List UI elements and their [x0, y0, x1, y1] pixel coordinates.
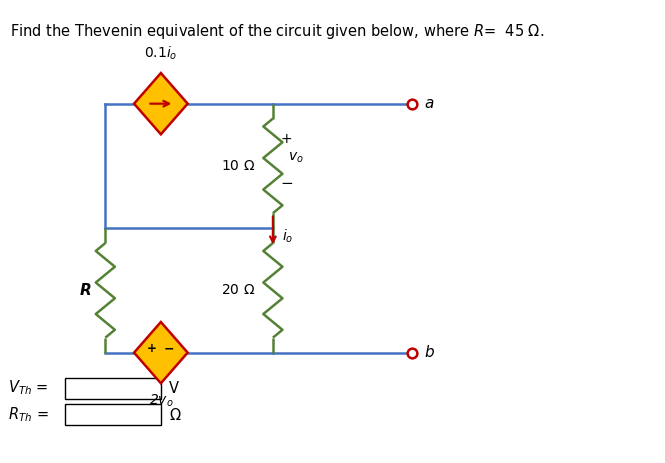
Text: b: b	[424, 345, 434, 360]
Polygon shape	[134, 322, 188, 383]
Text: 0.1$i_o$: 0.1$i_o$	[144, 44, 178, 62]
Text: +: +	[146, 342, 156, 355]
Text: 10 $\Omega$: 10 $\Omega$	[221, 159, 255, 173]
Text: $v_o$: $v_o$	[288, 151, 304, 165]
Bar	[65, 377, 161, 399]
Text: V: V	[168, 381, 178, 395]
Text: Find the Thevenin equivalent of the circuit given below, where $R$=  45 $\Omega$: Find the Thevenin equivalent of the circ…	[9, 22, 544, 41]
Text: 20 $\Omega$: 20 $\Omega$	[221, 283, 255, 297]
Text: +: +	[281, 132, 292, 146]
Text: 2$v_o$: 2$v_o$	[148, 393, 173, 409]
Text: $R_{Th}$ =: $R_{Th}$ =	[8, 406, 49, 424]
Text: $\Omega$: $\Omega$	[168, 407, 181, 423]
Bar	[65, 404, 161, 425]
Text: $i_o$: $i_o$	[283, 227, 294, 244]
Text: −: −	[280, 175, 293, 191]
Text: −: −	[164, 342, 174, 355]
Text: $V_{Th}$ =: $V_{Th}$ =	[8, 379, 48, 397]
Text: R: R	[80, 283, 92, 298]
Polygon shape	[134, 73, 188, 134]
Text: a: a	[424, 96, 434, 111]
